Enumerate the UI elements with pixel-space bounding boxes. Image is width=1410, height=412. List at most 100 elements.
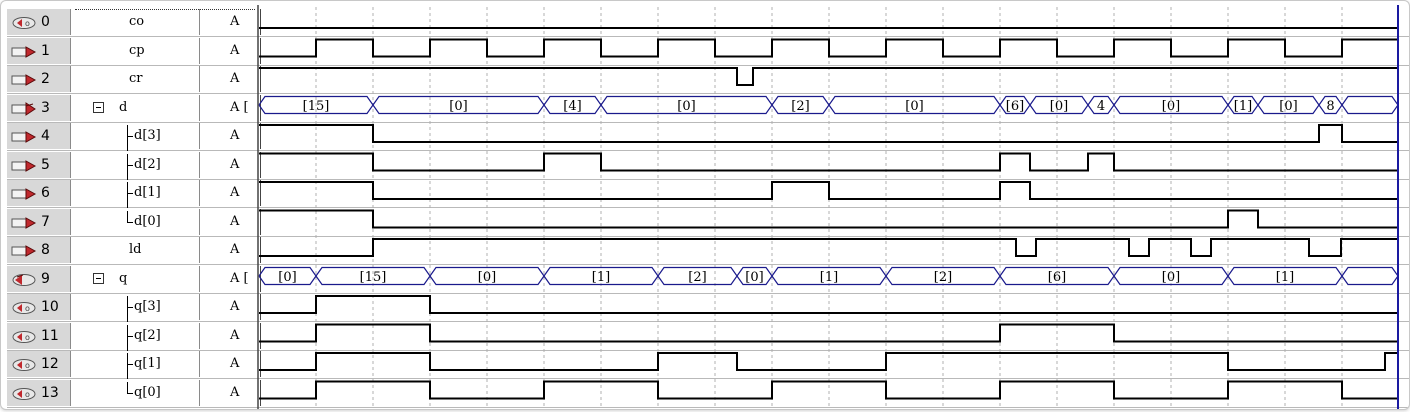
collapse-icon[interactable] xyxy=(93,272,104,284)
waveform-trace xyxy=(259,323,1398,343)
tree-line xyxy=(127,193,133,194)
signal-index-cell[interactable]: o 13 xyxy=(7,379,71,406)
out-pin-icon: o xyxy=(11,300,37,314)
signal-value: A xyxy=(199,379,261,406)
waveform-trace xyxy=(259,380,1398,400)
signal-name: q[2] xyxy=(134,327,161,343)
signal-index-cell[interactable]: 2 xyxy=(7,66,71,92)
tree-line xyxy=(127,221,133,223)
bus-value-label: [0] xyxy=(478,270,496,285)
signal-name: d[0] xyxy=(134,213,161,229)
bus-value-label: [0] xyxy=(745,270,763,285)
signal-index-cell[interactable]: 4 xyxy=(7,123,71,149)
signal-name: q[0] xyxy=(134,384,161,400)
signal-row[interactable]: o 0 co A xyxy=(7,9,1409,37)
in-pin-icon xyxy=(11,158,37,172)
tree-line xyxy=(127,153,128,180)
signal-index: 11 xyxy=(41,327,59,344)
selection-outline xyxy=(75,9,255,10)
signal-value: A xyxy=(199,351,261,377)
tree-line xyxy=(127,392,133,394)
bus-value-label: [1] xyxy=(820,270,838,285)
svg-text:o: o xyxy=(25,333,30,342)
signal-value: A xyxy=(199,9,261,35)
signal-index-cell[interactable]: 1 xyxy=(7,37,71,64)
signal-index: 12 xyxy=(41,356,59,372)
tree-line xyxy=(127,296,128,322)
in-pin-icon xyxy=(11,72,37,86)
tree-line xyxy=(127,381,128,393)
signal-index: 9 xyxy=(41,270,50,287)
signal-index: 13 xyxy=(41,384,59,401)
signal-name: d[1] xyxy=(134,185,161,200)
collapse-icon[interactable] xyxy=(93,101,104,113)
signal-value: A xyxy=(199,208,261,235)
out-pin-icon: o xyxy=(11,386,37,400)
signal-index-cell[interactable]: 6 xyxy=(7,180,71,206)
bus-value-label: [1] xyxy=(1234,99,1252,114)
bus-value-label: [15] xyxy=(360,270,387,285)
bus-value-label: [2] xyxy=(934,270,952,285)
signal-index: 0 xyxy=(41,14,50,30)
signal-index-cell[interactable]: o 10 xyxy=(7,294,71,320)
svg-text:o: o xyxy=(25,361,30,370)
signal-row[interactable]: 8 ld A xyxy=(7,237,1409,265)
signal-row[interactable]: 7 d[0] A xyxy=(7,208,1409,237)
signal-name: ld xyxy=(129,242,142,257)
tree-line xyxy=(127,182,128,208)
signal-index-cell[interactable]: o 12 xyxy=(7,351,71,377)
signal-name: d[2] xyxy=(134,156,161,172)
signal-value: A xyxy=(199,151,261,178)
signal-row[interactable]: o 13 q[0] A xyxy=(7,379,1409,408)
signal-row[interactable]: 4 d[3] A xyxy=(7,123,1409,151)
bus-value-label: [0] xyxy=(1279,99,1297,114)
in-pin-icon xyxy=(11,243,37,257)
bus-value-label: [1] xyxy=(1276,270,1294,285)
signal-row[interactable]: 6 d[1] A xyxy=(7,180,1409,208)
waveform-trace xyxy=(259,352,1398,371)
signal-index-cell[interactable]: 8 xyxy=(7,237,71,263)
bus-segment xyxy=(1341,95,1399,115)
bus-value-label: 4 xyxy=(1097,99,1105,114)
signal-value: A xyxy=(199,180,261,206)
signal-index: 7 xyxy=(41,213,50,230)
signal-value: A xyxy=(199,66,261,92)
signal-row[interactable]: 5 d[2] A xyxy=(7,151,1409,180)
signal-name: cp xyxy=(129,42,145,58)
signal-index-cell[interactable]: 5 xyxy=(7,151,71,178)
bus-value-label: [4] xyxy=(563,99,581,114)
waveform-trace xyxy=(259,124,1398,143)
in-pin-icon xyxy=(11,44,37,58)
signal-row[interactable]: o 10 q[3] A xyxy=(7,294,1409,322)
signal-name: q[1] xyxy=(134,356,161,371)
signal-value: A xyxy=(199,322,261,349)
signal-row[interactable]: o 12 q[1] A xyxy=(7,351,1409,379)
bus-value-label: [6] xyxy=(1048,270,1066,285)
signal-index-cell[interactable]: o 11 xyxy=(7,322,71,349)
signal-index: 3 xyxy=(41,99,50,116)
out-pin-icon: o xyxy=(11,15,37,29)
signal-index: 4 xyxy=(41,128,50,144)
bus-value-label: [2] xyxy=(791,99,809,114)
signal-row[interactable]: o 11 q[2] A xyxy=(7,322,1409,351)
bus-value-label: [0] xyxy=(1162,270,1180,285)
signal-index-cell[interactable]: 7 xyxy=(7,208,71,235)
signal-value: A xyxy=(199,237,261,263)
bus-in-pin-icon xyxy=(11,101,37,116)
signal-value: A xyxy=(199,123,261,149)
signal-row[interactable]: 2 cr A xyxy=(7,66,1409,94)
signal-index-cell[interactable]: 9 xyxy=(7,265,71,292)
bus-value-label: [0] xyxy=(1162,99,1180,114)
tree-line xyxy=(127,364,133,365)
signal-index-cell[interactable]: 3 xyxy=(7,94,71,121)
tree-line xyxy=(127,335,133,337)
bus-value-label: [15] xyxy=(303,99,330,114)
bus-segment xyxy=(1341,266,1399,286)
signal-row[interactable]: 1 cp A xyxy=(7,37,1409,66)
tree-line xyxy=(127,125,128,151)
